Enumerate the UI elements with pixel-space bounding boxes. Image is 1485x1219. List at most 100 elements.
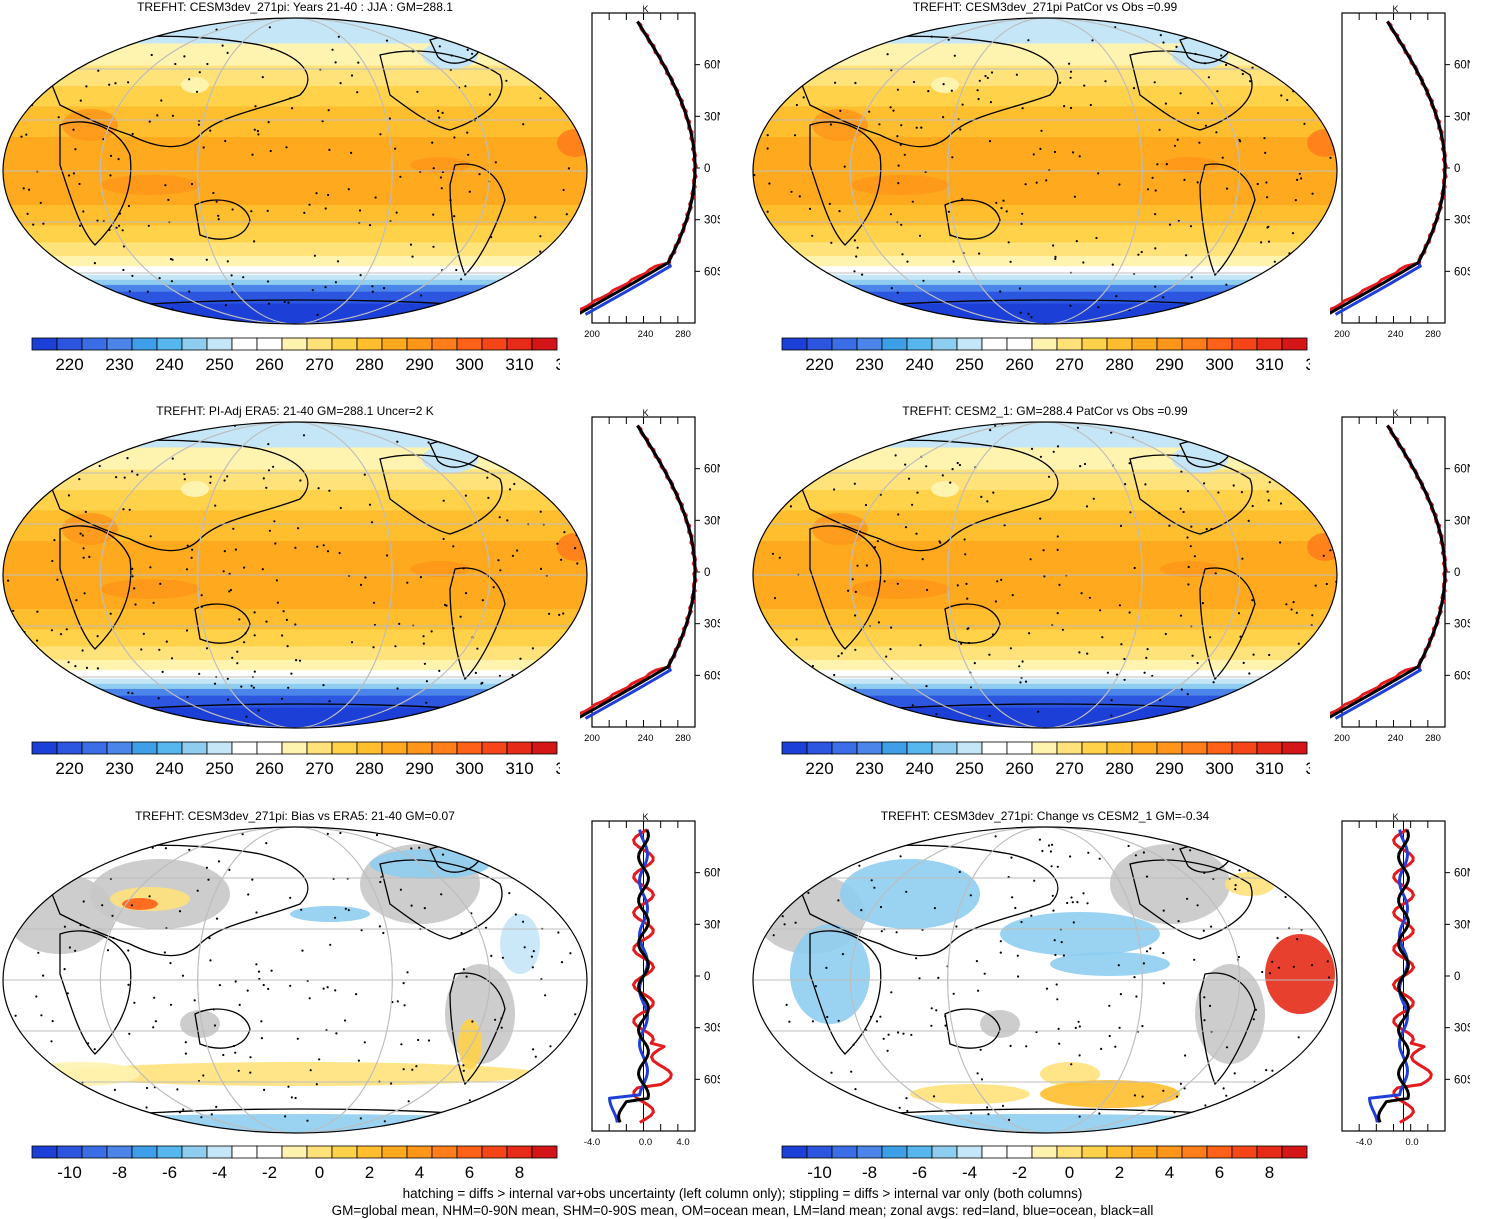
colorbar-swatch bbox=[31, 1145, 58, 1159]
stipple-dot bbox=[237, 1069, 240, 1072]
stipple-dot bbox=[422, 635, 425, 638]
stipple-dot bbox=[1168, 524, 1171, 527]
stipple-dot bbox=[1190, 276, 1193, 279]
stipple-dot bbox=[466, 131, 469, 134]
stipple-dot bbox=[409, 243, 413, 246]
temperature-band bbox=[3, 670, 587, 680]
stipple-dot bbox=[100, 712, 103, 715]
zonal-profile bbox=[1330, 424, 1448, 716]
stipple-dot bbox=[131, 132, 134, 136]
stipple-dot bbox=[809, 1089, 812, 1092]
map-panel-5 bbox=[2, 826, 588, 1134]
stipple-dot bbox=[947, 38, 950, 41]
colorbar-label: 300 bbox=[1205, 759, 1233, 778]
stipple-dot bbox=[554, 844, 557, 847]
stipple-dot bbox=[978, 79, 981, 82]
stipple-dot bbox=[955, 925, 958, 928]
stipple-dot bbox=[115, 844, 118, 847]
stipple-dot bbox=[1318, 263, 1321, 266]
stipple-dot bbox=[109, 612, 112, 615]
stipple-dot bbox=[977, 97, 980, 101]
stipple-dot bbox=[782, 845, 786, 848]
stipple-dot bbox=[232, 527, 235, 530]
colorbar-label: 4 bbox=[1165, 1163, 1174, 1182]
x-tick-label: -4.0 bbox=[584, 1137, 600, 1148]
stipple-dot bbox=[1196, 181, 1199, 184]
stipple-dot bbox=[1269, 270, 1272, 273]
stipple-dot bbox=[334, 916, 337, 919]
stipple-dot bbox=[956, 584, 959, 587]
stipple-dot bbox=[116, 843, 119, 846]
stipple-dot bbox=[811, 664, 814, 668]
stipple-dot bbox=[1154, 285, 1157, 288]
colorbar-swatch bbox=[456, 1145, 483, 1159]
colorbar-swatch bbox=[1181, 741, 1208, 755]
stipple-dot bbox=[1056, 535, 1059, 538]
stipple-dot bbox=[193, 999, 196, 1002]
stipple-dot bbox=[51, 1020, 54, 1023]
anomaly-region bbox=[1040, 1062, 1100, 1086]
colorbar-swatch bbox=[81, 1145, 108, 1159]
stipple-dot bbox=[106, 949, 110, 952]
colorbar-label: 270 bbox=[305, 759, 333, 778]
stipple-dot bbox=[283, 300, 286, 304]
stipple-dot bbox=[549, 1045, 552, 1048]
colorbar-swatch bbox=[331, 1145, 358, 1159]
stipple-dot bbox=[154, 1020, 157, 1023]
stipple-dot bbox=[1208, 1004, 1212, 1007]
stipple-dot bbox=[36, 491, 39, 494]
stipple-dot bbox=[454, 1109, 457, 1112]
temperature-band bbox=[3, 469, 587, 491]
stipple-dot bbox=[1280, 94, 1283, 97]
stipple-dot bbox=[1078, 1115, 1081, 1118]
stipple-dot bbox=[252, 686, 255, 689]
stipple-dot bbox=[915, 957, 918, 960]
stipple-dot bbox=[1054, 953, 1057, 957]
colorbar-label: 320 bbox=[1305, 759, 1310, 778]
stipple-dot bbox=[72, 128, 75, 131]
stipple-dot bbox=[1225, 1046, 1229, 1049]
stipple-dot bbox=[994, 835, 997, 838]
temperature-band bbox=[753, 279, 1337, 286]
temperature-band bbox=[753, 609, 1337, 630]
temperature-band bbox=[3, 646, 587, 661]
stipple-dot bbox=[820, 297, 823, 300]
stipple-dot bbox=[22, 187, 25, 190]
stipple-dot bbox=[1217, 491, 1220, 494]
stipple-dot bbox=[285, 146, 288, 149]
coastline bbox=[809, 525, 882, 650]
stipple-dot bbox=[402, 982, 405, 985]
stipple-dot bbox=[390, 1082, 393, 1085]
stipple-dot bbox=[1030, 914, 1033, 917]
stipple-dot bbox=[788, 249, 791, 253]
panel-title: TREFHT: PI-Adj ERA5: 21-40 GM=288.1 Unce… bbox=[156, 404, 434, 418]
stipple-dot bbox=[1074, 1026, 1077, 1029]
stipple-dot bbox=[1298, 172, 1301, 175]
stipple-dot bbox=[328, 700, 331, 703]
stipple-dot bbox=[485, 27, 488, 30]
stipple-dot bbox=[825, 1116, 828, 1119]
colorbar-swatch bbox=[481, 337, 508, 351]
stipple-dot bbox=[36, 639, 39, 642]
stipple-dot bbox=[240, 685, 243, 688]
stipple-dot bbox=[265, 620, 268, 623]
stipple-dot bbox=[1189, 849, 1192, 852]
stipple-dot bbox=[231, 208, 234, 211]
stipple-dot bbox=[93, 1048, 96, 1051]
stipple-dot bbox=[898, 1106, 901, 1109]
stipple-dot bbox=[854, 648, 857, 651]
stipple-dot bbox=[186, 695, 189, 699]
colorbar-swatch bbox=[256, 741, 283, 755]
stipple-dot bbox=[246, 989, 249, 992]
stipple-dot bbox=[1268, 972, 1271, 975]
footer-line-2: GM=global mean, NHM=0-90N mean, SHM=0-90… bbox=[331, 1203, 1154, 1218]
meridian bbox=[849, 422, 1241, 728]
units-label: K bbox=[642, 5, 648, 14]
stipple-dot bbox=[1089, 103, 1092, 107]
coastline bbox=[809, 930, 882, 1055]
map-panel-3 bbox=[2, 421, 588, 729]
stipple-dot bbox=[1135, 995, 1138, 998]
stipple-dot bbox=[244, 632, 247, 635]
stipple-dot bbox=[995, 201, 998, 204]
colorbar-label: 250 bbox=[205, 759, 233, 778]
